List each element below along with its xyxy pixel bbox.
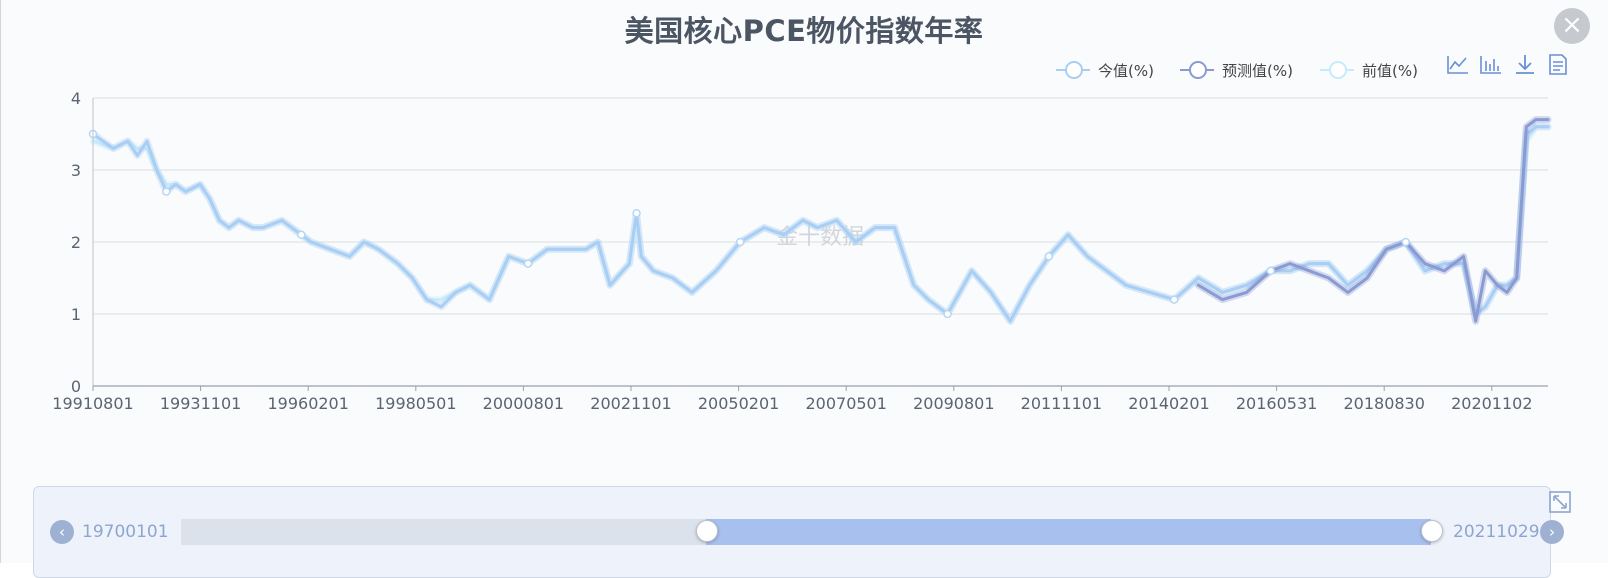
legend-circle	[1065, 61, 1083, 79]
data-point[interactable]	[1044, 252, 1054, 261]
x-tick-label: 19931101	[160, 394, 241, 413]
slider-next-button[interactable]: ›	[1540, 520, 1564, 544]
y-tick-label: 1	[71, 305, 81, 324]
x-tick-label: 20111101	[1021, 394, 1102, 413]
download-icon[interactable]	[1512, 52, 1538, 78]
close-icon: ×	[1561, 10, 1583, 40]
legend-symbol	[1180, 60, 1214, 80]
legend-label: 预测值(%)	[1222, 61, 1293, 80]
expand-icon[interactable]	[1548, 490, 1572, 514]
data-point[interactable]	[1401, 237, 1410, 247]
x-tick-label: 20201102	[1451, 394, 1532, 413]
data-point[interactable]	[297, 230, 306, 240]
slider-start-handle[interactable]	[696, 520, 718, 542]
legend-item-previous[interactable]: 前值(%)	[1320, 58, 1418, 82]
data-point[interactable]	[943, 309, 952, 319]
data-point[interactable]	[523, 259, 533, 268]
legend-symbol	[1320, 60, 1354, 80]
line-chart-icon[interactable]	[1445, 52, 1471, 78]
y-tick-label: 2	[71, 233, 81, 252]
slider-end-label: 20211029	[1453, 522, 1540, 542]
x-tick-label: 20090801	[913, 394, 994, 413]
legend-symbol	[1056, 60, 1090, 80]
chevron-right-icon: ›	[1549, 523, 1555, 541]
series-layer	[88, 116, 1552, 325]
legend-item-forecast[interactable]: 预测值(%)	[1180, 58, 1293, 82]
x-tick-label: 20180830	[1343, 394, 1424, 413]
chevron-left-icon: ‹	[59, 523, 65, 541]
x-tick-label: 19910801	[52, 394, 133, 413]
data-point[interactable]	[1169, 295, 1179, 304]
data-point[interactable]	[1266, 266, 1275, 276]
chart-title: 美国核心PCE物价指数年率	[624, 14, 984, 48]
series-glow	[89, 123, 1552, 325]
slider-start-label: 19700101	[82, 522, 169, 542]
chart-panel	[0, 0, 1, 563]
y-tick-label: 0	[71, 377, 81, 396]
legend-circle	[1329, 61, 1347, 79]
legend-item-current[interactable]: 今值(%)	[1056, 58, 1154, 82]
slider-selected-range[interactable]	[706, 519, 1431, 545]
close-button[interactable]: ×	[1554, 8, 1590, 44]
x-tick-label: 20000801	[483, 394, 564, 413]
data-point[interactable]	[162, 187, 171, 196]
legend-label: 今值(%)	[1098, 61, 1154, 80]
x-tick-label: 19980501	[375, 394, 456, 413]
x-tick-label: 19960201	[267, 394, 348, 413]
data-point[interactable]	[632, 208, 641, 218]
data-point[interactable]	[735, 237, 745, 247]
slider-prev-button[interactable]: ‹	[50, 520, 74, 544]
x-tick-label: 20021101	[590, 394, 671, 413]
slider-end-handle[interactable]	[1421, 520, 1443, 542]
y-tick-label: 4	[71, 89, 81, 108]
x-tick-label: 20070501	[805, 394, 886, 413]
x-tick-label: 20050201	[698, 394, 779, 413]
x-tick-label: 20140201	[1128, 394, 1209, 413]
axis-layer: 0 1 2 3 4 19910801 19931101 19960201 19980501 200…	[52, 89, 1548, 413]
legend-circle	[1189, 61, 1207, 79]
legend-label: 前值(%)	[1362, 61, 1418, 80]
data-view-icon[interactable]	[1545, 52, 1571, 78]
x-tick-label: 20160531	[1236, 394, 1317, 413]
bar-chart-icon[interactable]	[1478, 52, 1504, 78]
y-tick-label: 3	[71, 161, 81, 180]
series-line-1[interactable]	[1196, 118, 1550, 323]
